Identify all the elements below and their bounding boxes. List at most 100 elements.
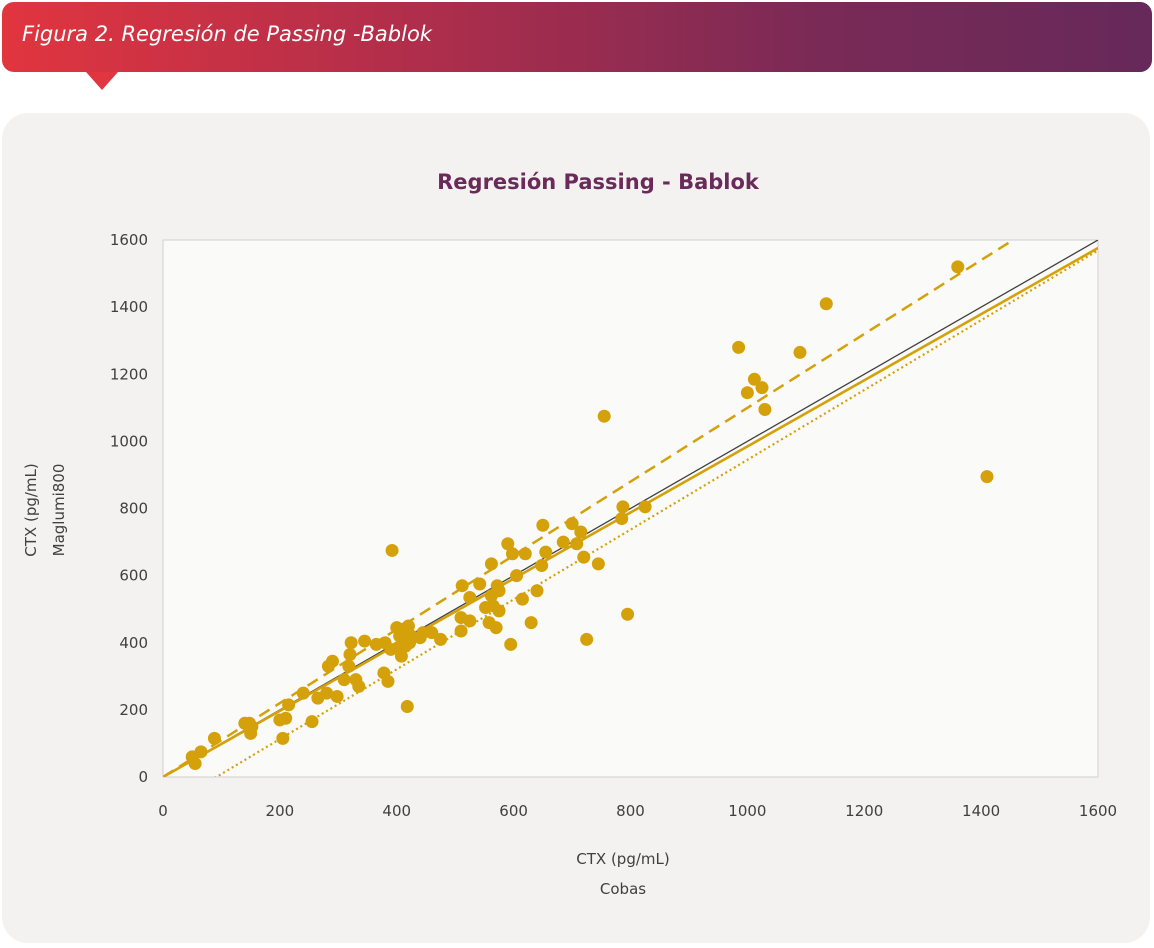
x-tick-label: 1600: [1079, 802, 1117, 820]
data-point: [320, 686, 334, 700]
x-tick-label: 200: [266, 802, 295, 820]
x-tick-label: 400: [382, 802, 411, 820]
data-point: [207, 731, 221, 745]
y-tick-label: 0: [138, 768, 148, 786]
data-point: [539, 545, 553, 559]
data-point: [980, 470, 994, 484]
y-tick-label: 600: [119, 567, 148, 585]
data-point: [793, 345, 807, 359]
data-point: [325, 654, 339, 668]
y-tick-label: 1200: [110, 365, 148, 383]
data-point: [591, 557, 605, 571]
data-point: [381, 674, 395, 688]
x-axis-subtitle: Cobas: [600, 880, 646, 898]
data-point: [282, 698, 296, 712]
caption-banner-pointer: [86, 72, 118, 90]
regression-lines: [163, 240, 1098, 777]
y-tick-label: 200: [119, 701, 148, 719]
data-point: [188, 757, 202, 771]
data-point: [305, 715, 319, 729]
data-point: [740, 386, 754, 400]
y-tick-label: 1600: [110, 231, 148, 249]
data-point: [343, 647, 357, 661]
data-point: [337, 673, 351, 687]
data-point: [279, 711, 293, 725]
data-point: [574, 525, 588, 539]
data-point: [344, 636, 358, 650]
data-point: [276, 731, 290, 745]
data-point: [515, 592, 529, 606]
data-point: [352, 679, 366, 693]
data-point: [615, 512, 629, 526]
data-point: [489, 621, 503, 635]
y-tick-label: 1400: [110, 298, 148, 316]
data-point: [394, 649, 408, 663]
regression-line: [163, 246, 1098, 777]
y-axis-ticks: 0 200 400 600 800 1000 1200 1400 1600: [110, 231, 148, 786]
figure-caption-banner: [2, 2, 1152, 72]
data-point: [296, 686, 310, 700]
y-axis-subtitle: Maglumi800: [50, 464, 68, 557]
data-point: [732, 340, 746, 354]
data-point: [597, 409, 611, 423]
data-point: [577, 550, 591, 564]
data-point: [621, 607, 635, 621]
data-point: [463, 614, 477, 628]
lower-confidence-line: [214, 249, 1098, 777]
x-axis-title: CTX (pg/mL): [576, 850, 669, 868]
data-point: [535, 559, 549, 573]
data-point: [342, 659, 356, 673]
x-tick-label: 1400: [962, 802, 1000, 820]
data-point: [484, 557, 498, 571]
data-point: [755, 381, 769, 395]
data-point: [530, 584, 544, 598]
data-point: [638, 500, 652, 514]
y-tick-label: 400: [119, 634, 148, 652]
data-point: [616, 500, 630, 514]
data-point: [951, 260, 965, 274]
data-point: [747, 372, 761, 386]
chart-title: Regresión Passing - Bablok: [437, 170, 760, 194]
data-point: [510, 569, 524, 583]
data-point: [425, 626, 439, 640]
data-point: [536, 518, 550, 532]
y-tick-label: 1000: [110, 432, 148, 450]
data-point: [245, 720, 259, 734]
data-point: [504, 637, 518, 651]
data-point: [580, 632, 594, 646]
y-axis-title: CTX (pg/mL): [22, 463, 40, 556]
x-tick-label: 600: [499, 802, 528, 820]
data-point: [401, 619, 415, 633]
data-point: [385, 543, 399, 557]
data-point: [492, 604, 506, 618]
data-point: [524, 616, 538, 630]
data-point: [492, 584, 506, 598]
data-point: [819, 297, 833, 311]
x-axis-ticks: 0 200 400 600 800 1000 1200 1400 1600: [158, 802, 1117, 820]
data-point: [505, 547, 519, 561]
data-point: [434, 632, 448, 646]
upper-confidence-line: [163, 240, 1016, 777]
x-tick-label: 0: [158, 802, 168, 820]
data-point: [330, 689, 344, 703]
data-point: [570, 537, 584, 551]
x-tick-label: 1200: [845, 802, 883, 820]
data-point: [565, 517, 579, 531]
data-point: [400, 700, 414, 714]
y-tick-label: 800: [119, 500, 148, 518]
data-point: [454, 624, 468, 638]
data-point: [758, 402, 772, 416]
data-point: [455, 579, 469, 593]
data-point: [473, 577, 487, 591]
data-point: [358, 634, 372, 648]
figure-caption: Figura 2. Regresión de Passing -Bablok: [22, 22, 432, 46]
x-tick-label: 1000: [728, 802, 766, 820]
data-point: [194, 745, 208, 759]
data-point: [463, 590, 477, 604]
data-point: [501, 537, 515, 551]
data-points: [185, 260, 994, 771]
data-point: [556, 535, 570, 549]
data-point: [518, 547, 532, 561]
x-tick-label: 800: [616, 802, 645, 820]
